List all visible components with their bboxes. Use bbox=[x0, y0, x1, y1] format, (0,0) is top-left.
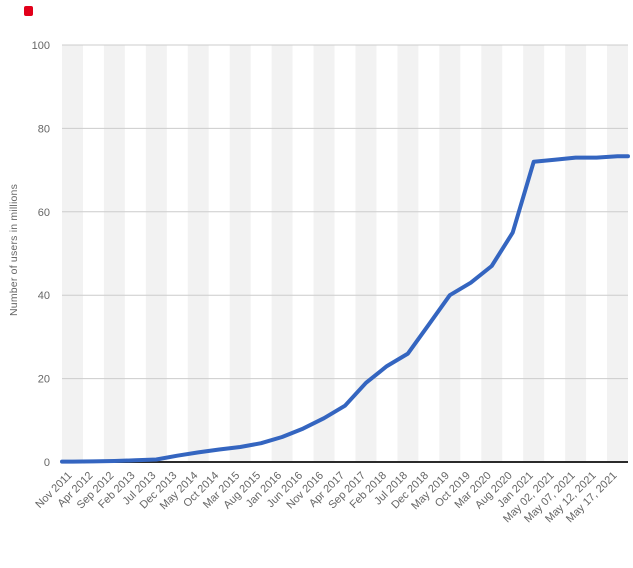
column-band bbox=[187, 45, 209, 462]
data-line bbox=[60, 154, 630, 464]
column-band bbox=[62, 45, 83, 462]
column-band bbox=[439, 45, 461, 462]
column-band bbox=[229, 45, 251, 462]
y-tick-label: 40 bbox=[38, 290, 50, 302]
column-band bbox=[523, 45, 545, 462]
column-band bbox=[481, 45, 503, 462]
column-band bbox=[565, 45, 587, 462]
column-band bbox=[271, 45, 293, 462]
y-tick-label: 60 bbox=[38, 207, 50, 219]
column-band bbox=[607, 45, 628, 462]
column-band bbox=[103, 45, 125, 462]
column-band bbox=[397, 45, 419, 462]
column-band bbox=[145, 45, 167, 462]
column-band bbox=[355, 45, 377, 462]
y-tick-label: 80 bbox=[38, 123, 50, 135]
y-tick-label: 100 bbox=[32, 40, 50, 52]
y-tick-label: 0 bbox=[44, 457, 50, 469]
column-band bbox=[313, 45, 335, 462]
y-tick-label: 20 bbox=[38, 374, 50, 386]
red-dot-icon bbox=[24, 6, 33, 16]
